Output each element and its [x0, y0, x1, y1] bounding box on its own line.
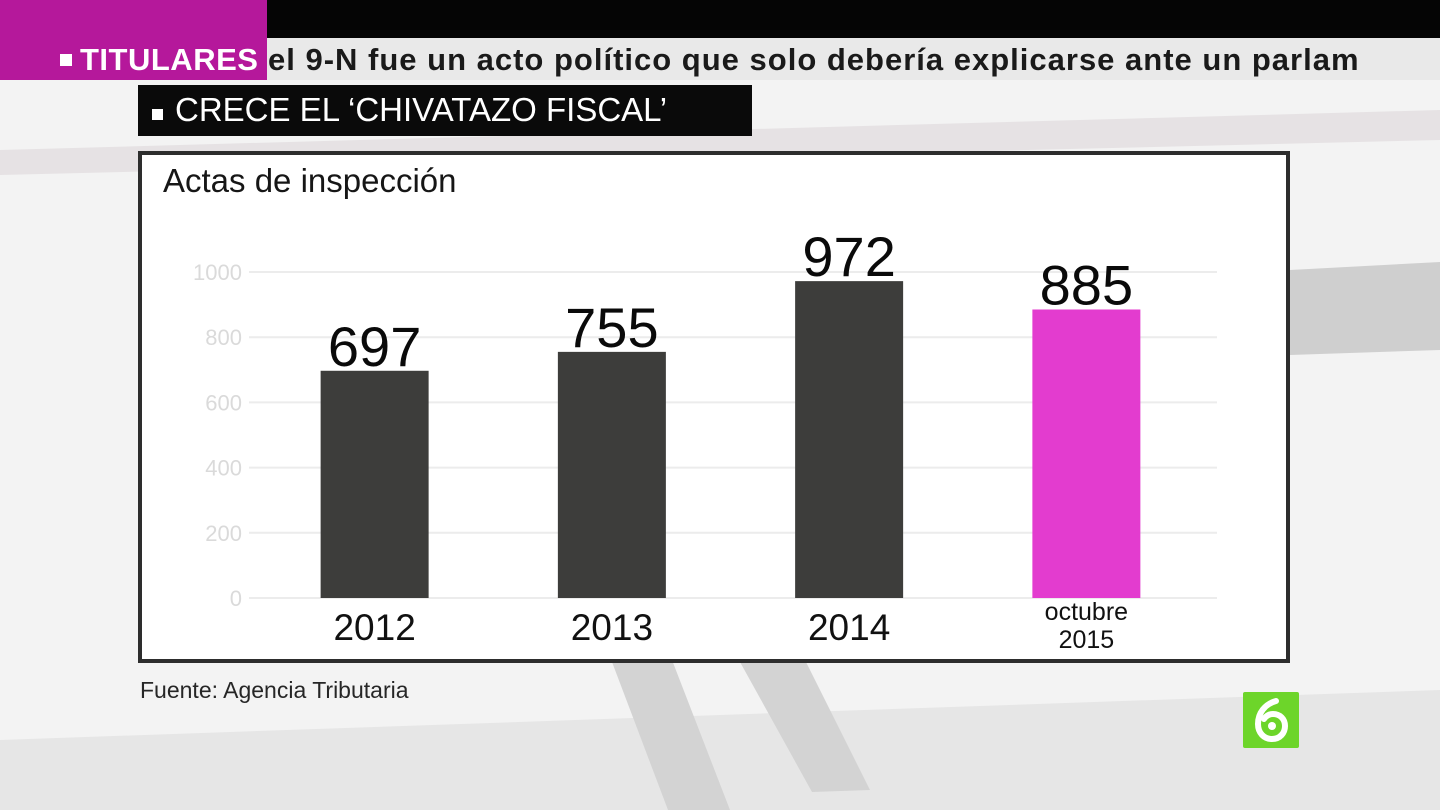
y-tick-label: 1000	[193, 260, 242, 285]
y-tick-label: 200	[205, 521, 242, 546]
data-label: 885	[1040, 253, 1133, 316]
ticker-tag: TITULARES	[0, 0, 267, 80]
y-tick-label: 600	[205, 390, 242, 415]
source-note: Fuente: Agencia Tributaria	[140, 677, 409, 703]
ticker-tag-label: TITULARES	[60, 42, 258, 78]
y-tick-label: 400	[205, 456, 242, 481]
ticker-text: el 9-N fue un acto político que solo deb…	[268, 42, 1360, 77]
bar	[795, 281, 904, 598]
chart-title: Actas de inspección	[163, 162, 457, 199]
data-label: 755	[565, 296, 658, 359]
x-tick-label: 2013	[571, 607, 653, 648]
y-tick-label: 0	[230, 586, 242, 611]
x-tick-label: 2012	[333, 607, 415, 648]
headline-banner: CRECE EL ‘CHIVATAZO FISCAL’	[138, 85, 752, 136]
x-tick-label: 2015	[1059, 626, 1115, 651]
y-tick-label: 800	[205, 325, 242, 350]
bar	[557, 351, 666, 598]
bar	[1032, 309, 1141, 598]
x-tick-label: 2014	[808, 607, 890, 648]
headline-text: CRECE EL ‘CHIVATAZO FISCAL’	[175, 91, 668, 128]
bar	[320, 370, 429, 598]
x-tick-label: octubre	[1045, 598, 1128, 626]
data-label: 972	[802, 225, 895, 288]
news-ticker: el 9-N fue un acto político que solo deb…	[0, 0, 1440, 80]
bar-chart: 0 200 400 600 800 1000 697 2012 755 2013 972 2014 88…	[193, 225, 1217, 651]
la-sexta-logo-icon	[1243, 692, 1299, 748]
data-label: 697	[328, 315, 421, 378]
